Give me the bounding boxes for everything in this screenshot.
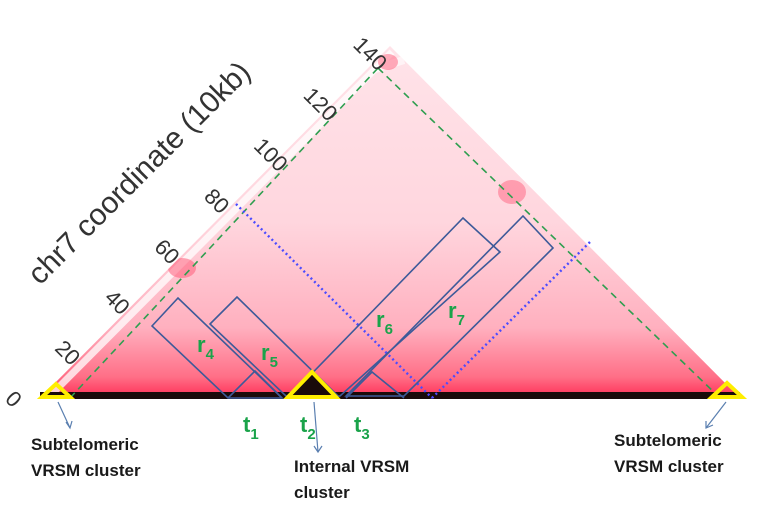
marker-internal <box>283 369 341 399</box>
box-r7 <box>344 214 555 397</box>
right-cluster-line1: Subtelomeric <box>614 431 722 450</box>
internal-cluster-line1: Internal VRSM <box>294 457 409 476</box>
unmappable-stripe <box>45 49 395 398</box>
tad-t3 <box>345 370 405 399</box>
label-t2: t2 <box>300 412 316 443</box>
green-dashed-left <box>69 67 379 399</box>
right-cluster-line2: VRSM cluster <box>614 457 724 476</box>
marker-left-subtelomeric <box>36 381 76 399</box>
label-r7: r7 <box>448 298 465 329</box>
annotation-arrows <box>57 401 727 454</box>
label-t1: t1 <box>243 412 259 443</box>
blue-dotted-left <box>235 203 433 399</box>
label-r4: r4 <box>197 332 215 363</box>
arrow-internal <box>313 401 319 453</box>
marker-right-subtelomeric <box>706 380 748 399</box>
internal-cluster-line2: cluster <box>294 483 350 502</box>
arrow-left-head <box>65 420 73 430</box>
subtelomeric-boundaries <box>69 67 721 399</box>
hotspot <box>378 54 398 70</box>
arrow-internal-head <box>313 445 323 454</box>
hotspot <box>168 258 196 278</box>
green-dashed-right <box>377 67 721 399</box>
blue-dotted-right <box>431 241 591 399</box>
heatmap-body <box>40 46 740 398</box>
axis-tick-label: 0 <box>0 386 26 412</box>
label-r5: r5 <box>261 340 278 371</box>
left-cluster-line1: Subtelomeric <box>31 435 139 454</box>
arrow-right <box>705 401 727 429</box>
left-cluster-line2: VRSM cluster <box>31 461 141 480</box>
vrsm-markers <box>36 369 748 399</box>
tad-triangles <box>227 369 405 399</box>
arrow-right-head <box>705 421 714 429</box>
contact-heatmap <box>40 46 740 399</box>
label-r6: r6 <box>376 307 393 338</box>
arrow-left <box>57 401 71 429</box>
hotspot <box>498 180 526 204</box>
label-t3: t3 <box>354 412 370 443</box>
internal-cluster-projection <box>235 203 591 399</box>
tad-t1 <box>227 369 283 399</box>
